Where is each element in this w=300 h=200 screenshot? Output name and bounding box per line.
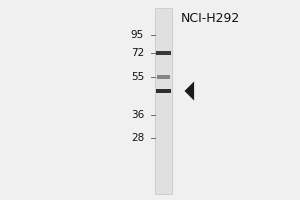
Text: 72: 72 [131, 48, 144, 58]
Text: NCI-H292: NCI-H292 [180, 12, 240, 25]
Text: 55: 55 [131, 72, 144, 82]
Bar [157, 75, 170, 79]
Text: 28: 28 [131, 133, 144, 143]
Polygon shape [184, 81, 194, 101]
Text: 36: 36 [131, 110, 144, 120]
Text: 95: 95 [131, 30, 144, 40]
Bar [157, 51, 170, 55]
Bar [156, 89, 171, 93]
Bar [155, 8, 172, 194]
